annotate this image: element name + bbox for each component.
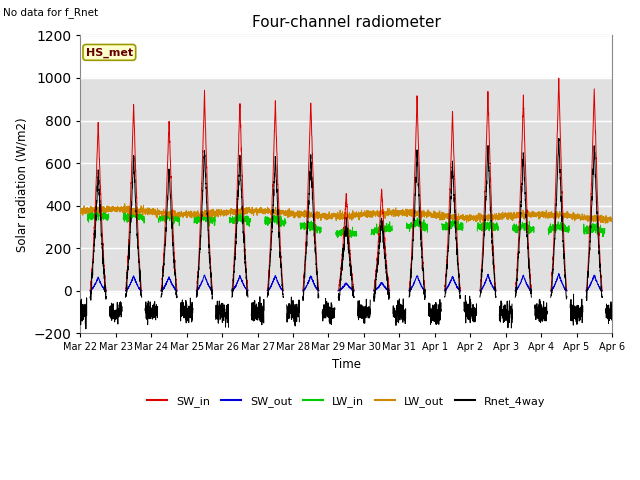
Legend: SW_in, SW_out, LW_in, LW_out, Rnet_4way: SW_in, SW_out, LW_in, LW_out, Rnet_4way	[143, 392, 550, 411]
Bar	[81, 78, 612, 291]
Y-axis label: Solar radiation (W/m2): Solar radiation (W/m2)	[15, 117, 28, 252]
X-axis label: Time: Time	[332, 358, 361, 371]
Title: Four-channel radiometer: Four-channel radiometer	[252, 15, 440, 30]
Text: No data for f_Rnet: No data for f_Rnet	[3, 7, 99, 18]
Text: HS_met: HS_met	[86, 47, 133, 58]
